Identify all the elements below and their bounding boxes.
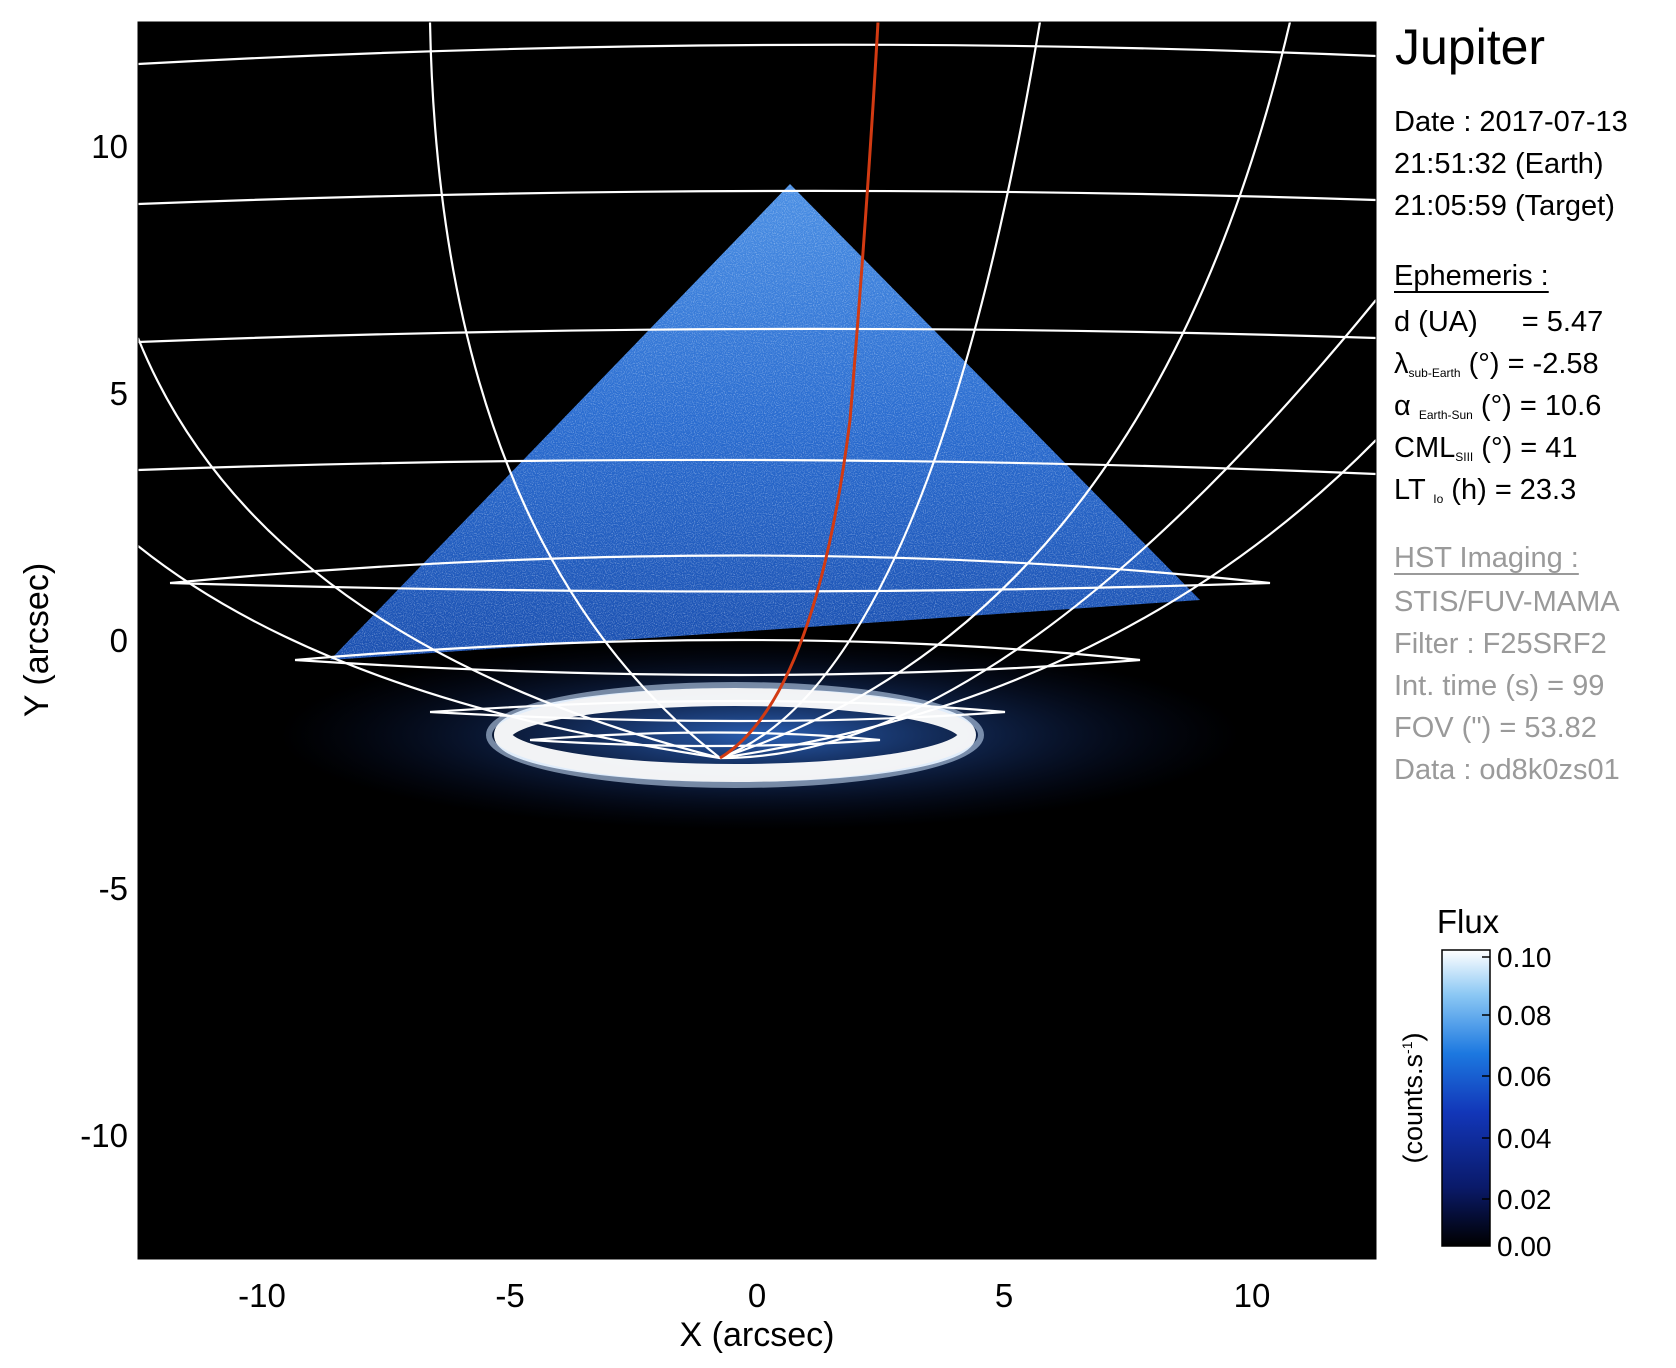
colorbar-tick-label: 0.02 xyxy=(1497,1184,1552,1215)
earth-time: 21:51:32 (Earth) xyxy=(1394,148,1604,180)
x-tick-label: 0 xyxy=(748,1277,766,1314)
hst-row: FOV (") = 53.82 xyxy=(1394,712,1597,744)
auroral-oval-halo xyxy=(486,682,984,788)
ephemeris-row: d (UA) = 5.47 xyxy=(1394,306,1604,338)
target-time: 21:05:59 (Target) xyxy=(1394,190,1615,222)
y-tick-label: -10 xyxy=(80,1117,128,1154)
colorbar-tick-label: 0.10 xyxy=(1497,942,1552,973)
y-axis-title: Y (arcsec) xyxy=(18,563,56,717)
colorbar-tick-label: 0.00 xyxy=(1497,1231,1552,1262)
plot-frame xyxy=(137,21,1377,1260)
date-line: Date : 2017-07-13 xyxy=(1394,106,1628,138)
colorbar-tick-label: 0.04 xyxy=(1497,1123,1552,1154)
colorbar-tick-label: 0.06 xyxy=(1497,1061,1552,1092)
y-tick-label: 5 xyxy=(110,375,128,412)
plot-area xyxy=(137,21,1377,1260)
hst-row: Data : od8k0zs01 xyxy=(1394,754,1620,786)
ephemeris-row: α Earth-Sun (°) = 10.6 xyxy=(1394,390,1602,422)
ephemeris-header: Ephemeris : xyxy=(1394,260,1549,292)
scatter-glow xyxy=(280,640,1240,830)
y-tick-label: -5 xyxy=(99,870,128,907)
io-footprint-trace xyxy=(719,22,880,760)
colorbar-units: (counts.s-1) xyxy=(1398,1033,1428,1164)
colorbar: Flux 0.10 0.08 0.06 0.04 0.02 0.00 (coun… xyxy=(1398,903,1552,1262)
colorbar-tick-label: 0.08 xyxy=(1497,1000,1552,1031)
x-axis: -10 -5 0 5 10 X (arcsec) xyxy=(238,1277,1270,1354)
ephemeris-row: CMLSIII (°) = 41 xyxy=(1394,432,1578,464)
panel-title: Jupiter xyxy=(1395,19,1546,75)
x-tick-label: -5 xyxy=(495,1277,524,1314)
planetographic-grid xyxy=(138,22,1376,760)
hst-header: HST Imaging : xyxy=(1394,542,1579,574)
colorbar-title: Flux xyxy=(1437,903,1500,940)
hst-row: STIS/FUV-MAMA xyxy=(1394,586,1620,618)
ephemeris-row: λsub-Earth (°) = -2.58 xyxy=(1394,348,1599,380)
ephemeris-row: LT Io (h) = 23.3 xyxy=(1394,474,1577,506)
x-axis-title: X (arcsec) xyxy=(680,1316,835,1354)
y-tick-label: 10 xyxy=(91,128,128,165)
emission-noise xyxy=(330,184,1200,660)
auroral-oval xyxy=(494,688,976,782)
hst-row: Filter : F25SRF2 xyxy=(1394,628,1607,660)
colorbar-gradient xyxy=(1441,949,1491,1247)
hst-row: Int. time (s) = 99 xyxy=(1394,670,1605,702)
x-tick-label: 5 xyxy=(995,1277,1013,1314)
y-tick-label: 0 xyxy=(110,622,128,659)
y-axis: 10 5 0 -5 -10 Y (arcsec) xyxy=(18,128,128,1154)
x-tick-label: 10 xyxy=(1234,1277,1271,1314)
x-tick-label: -10 xyxy=(238,1277,286,1314)
